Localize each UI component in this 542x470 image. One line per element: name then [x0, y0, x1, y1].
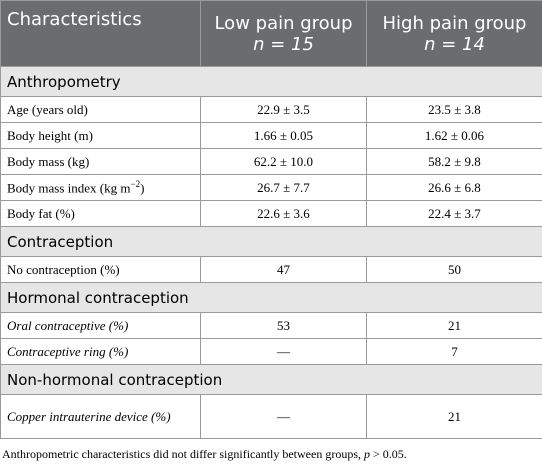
value-cell: 1.66 ± 0.05: [201, 123, 367, 149]
footnote-text: > 0.05.: [370, 447, 407, 461]
value-cell: —: [201, 395, 367, 439]
value-cell: 21: [367, 395, 542, 439]
value-cell: 22.9 ± 3.5: [201, 97, 367, 123]
header-title: Low pain group: [214, 13, 352, 34]
superscript: −2: [131, 179, 141, 189]
label-text: Copper intrauterine device (%): [7, 409, 171, 424]
row-label: Oral contraceptive (%): [1, 313, 201, 339]
value-cell: 23.5 ± 3.8: [367, 97, 542, 123]
label-text: Body mass index (kg m: [7, 180, 131, 195]
header-cell: Characteristics: [1, 1, 201, 67]
row-label: No contraception (%): [1, 257, 201, 283]
row-label: Body fat (%): [1, 201, 201, 227]
value-cell: 50: [367, 257, 542, 283]
section-row: Non-hormonal contraception: [1, 365, 542, 395]
value-cell: 26.6 ± 6.8: [367, 175, 542, 201]
label-text: Oral contraceptive (%): [7, 318, 128, 333]
value-cell: 47: [201, 257, 367, 283]
value-cell: 7: [367, 339, 542, 365]
data-row: Copper intrauterine device (%) —21: [1, 395, 542, 439]
row-label: Body mass (kg): [1, 149, 201, 175]
label-text: ): [140, 180, 144, 195]
label-text: Age (years old): [7, 102, 88, 117]
section-title: Non-hormonal contraception: [1, 365, 542, 395]
value-cell: 22.4 ± 3.7: [367, 201, 542, 227]
value-cell: 26.7 ± 7.7: [201, 175, 367, 201]
section-title: Anthropometry: [1, 67, 542, 97]
section-title: Hormonal contraception: [1, 283, 542, 313]
value-cell: 62.2 ± 10.0: [201, 149, 367, 175]
header-title: Characteristics: [7, 9, 142, 30]
value-cell: 22.6 ± 3.6: [201, 201, 367, 227]
label-text: Body fat (%): [7, 206, 75, 221]
section-row: Hormonal contraception: [1, 283, 542, 313]
header-n: n = 14: [424, 34, 485, 55]
data-row: Contraceptive ring (%) —7: [1, 339, 542, 365]
row-label: Contraceptive ring (%): [1, 339, 201, 365]
label-text: Contraceptive ring (%): [7, 344, 128, 359]
footnote-text: Anthropometric characteristics did not d…: [2, 447, 364, 461]
value-cell: 53: [201, 313, 367, 339]
row-label: Body mass index (kg m−2): [1, 175, 201, 201]
value-cell: 58.2 ± 9.8: [367, 149, 542, 175]
value-cell: 1.62 ± 0.06: [367, 123, 542, 149]
value-cell: —: [201, 339, 367, 365]
row-label: Copper intrauterine device (%): [1, 395, 201, 439]
label-text: Body height (m): [7, 128, 93, 143]
footnote: Anthropometric characteristics did not d…: [0, 439, 542, 470]
row-label: Age (years old): [1, 97, 201, 123]
label-text: Body mass (kg): [7, 154, 89, 169]
header-n: n = 15: [253, 34, 314, 55]
header-title: High pain group: [383, 13, 527, 34]
section-title: Contraception: [1, 227, 542, 257]
section-row: Contraception: [1, 227, 542, 257]
value-cell: 21: [367, 313, 542, 339]
label-text: No contraception (%): [7, 262, 120, 277]
row-label: Body height (m): [1, 123, 201, 149]
section-row: Anthropometry: [1, 67, 542, 97]
